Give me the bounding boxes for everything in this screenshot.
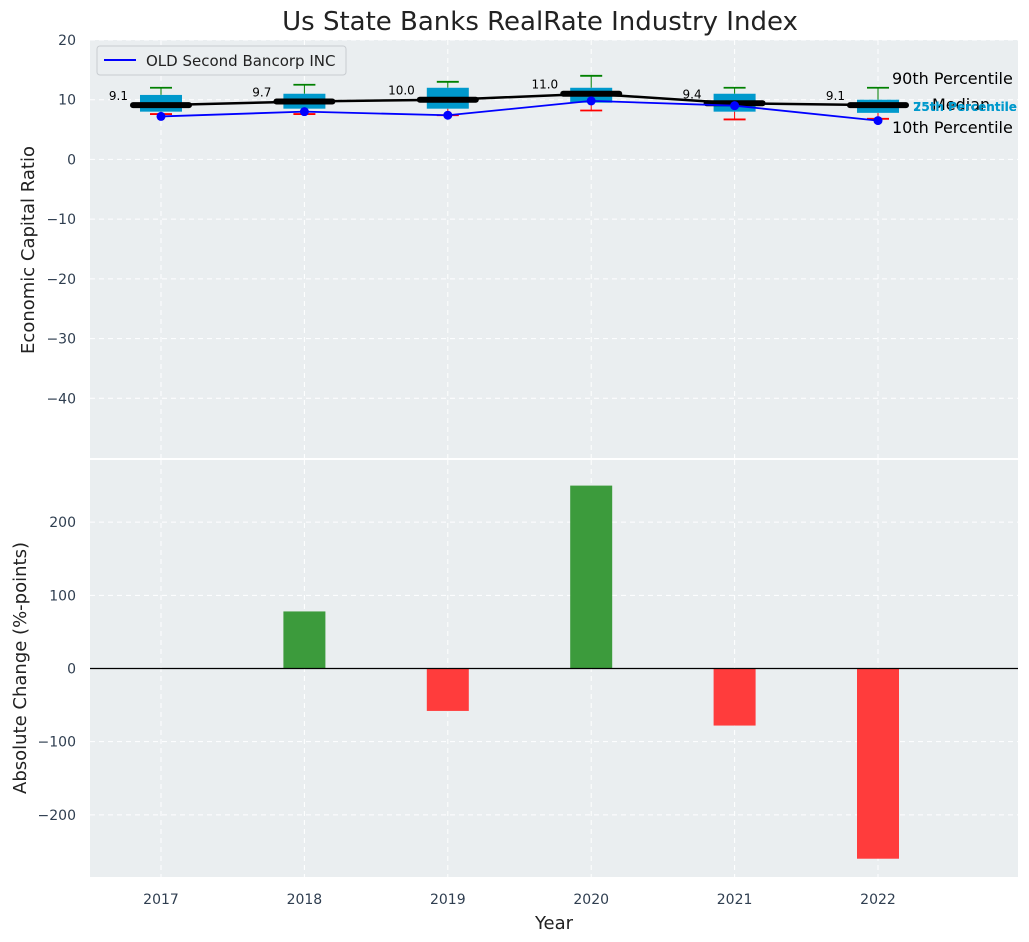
- xlabel: Year: [534, 913, 574, 934]
- bottom-ylabel: Absolute Change (%-points): [10, 542, 31, 794]
- median-value-label: 9.4: [683, 87, 702, 101]
- top-ytick-label: 10: [58, 93, 76, 109]
- company-point: [730, 101, 740, 111]
- xticks: 2017 2018 2019 2020 2021 2022: [143, 892, 896, 908]
- change-bar: [570, 485, 613, 669]
- bottom-ytick-label: 200: [49, 515, 76, 531]
- bottom-ytick-label: 100: [49, 588, 76, 604]
- top-ytick-label: 20: [58, 33, 76, 49]
- median-value-label: 11.0: [531, 78, 558, 92]
- top-ytick-label: −40: [46, 391, 76, 407]
- xtick-label: 2020: [573, 892, 609, 908]
- xtick-label: 2017: [143, 892, 179, 908]
- change-bar: [283, 611, 326, 669]
- company-point: [156, 111, 166, 121]
- change-bar: [426, 668, 469, 711]
- bottom-ytick-label: 0: [67, 662, 76, 678]
- median-value-label: 9.7: [252, 86, 271, 100]
- median-value-label: 10.0: [388, 84, 415, 98]
- annotation-median: Median: [932, 95, 990, 114]
- xtick-label: 2022: [860, 892, 896, 908]
- xtick-label: 2021: [717, 892, 753, 908]
- company-series: [156, 96, 883, 126]
- median-value-label: 9.1: [826, 89, 845, 103]
- company-line: [160, 100, 879, 122]
- xtick-label: 2019: [430, 892, 466, 908]
- change-bar: [713, 668, 756, 726]
- top-gridlines: [90, 39, 1018, 458]
- company-point: [873, 116, 883, 126]
- bottom-bars: [283, 485, 899, 859]
- company-point: [299, 107, 309, 117]
- company-point: [443, 110, 453, 120]
- annotation-p90: 90th Percentile: [892, 69, 1013, 88]
- annotation-p10: 10th Percentile: [892, 118, 1013, 137]
- xtick-label: 2018: [287, 892, 323, 908]
- top-yticks: 20 10 0 −10 −20 −30 −40: [46, 33, 76, 407]
- top-ytick-label: −30: [46, 332, 76, 348]
- bottom-ytick-label: −100: [38, 735, 76, 751]
- legend-label: OLD Second Bancorp INC: [146, 52, 335, 70]
- percentile-annotations: 90th Percentile Median 10th Percentile 2…: [892, 69, 1017, 137]
- bottom-ytick-label: −200: [38, 808, 76, 824]
- median-series: 9.1 9.7 10.0 11.0 9.4 9.1: [109, 78, 909, 109]
- median-value-label: 9.1: [109, 89, 128, 103]
- legend: OLD Second Bancorp INC: [96, 45, 347, 76]
- company-point: [586, 96, 596, 106]
- chart-title: Us State Banks RealRate Industry Index: [282, 7, 798, 37]
- legend-box: [96, 45, 347, 76]
- top-ytick-label: 0: [67, 152, 76, 168]
- top-ylabel: Economic Capital Ratio: [18, 146, 39, 354]
- annotation-p75: 75th Percentile: [913, 100, 1017, 114]
- change-bar: [857, 668, 899, 859]
- top-ytick-label: −20: [46, 272, 76, 288]
- top-ytick-label: −10: [46, 212, 76, 228]
- annotation-p25: 25th Percentile: [913, 100, 1017, 114]
- bottom-yticks: 200 100 0 −100 −200: [38, 515, 76, 824]
